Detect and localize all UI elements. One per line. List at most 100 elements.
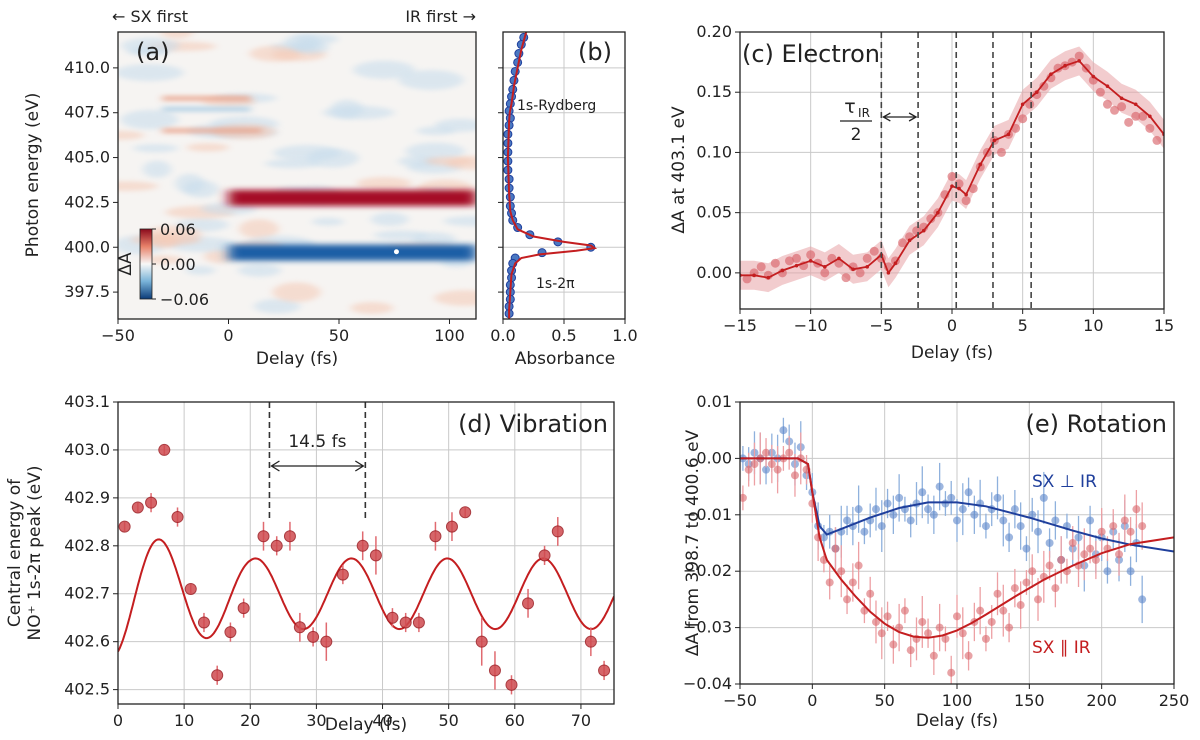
colorbar-tick-label-bot: −0.06 — [160, 290, 209, 309]
data-point — [900, 606, 909, 615]
panel-a-frame — [117, 31, 477, 320]
panel-d-frame — [117, 401, 615, 705]
data-point — [848, 578, 857, 587]
sx-first-label: ← SX first — [112, 7, 188, 26]
data-point — [1016, 522, 1025, 531]
data-point — [784, 256, 794, 266]
y-tick-label: 0.00 — [696, 448, 732, 467]
data-point — [1039, 81, 1049, 91]
data-point — [785, 448, 794, 457]
line-marker — [1077, 59, 1081, 63]
y-tick-label: 402.7 — [64, 584, 110, 603]
panel-b-plot — [503, 32, 598, 319]
data-point — [964, 488, 973, 497]
x-tick-label: 150 — [1014, 691, 1045, 710]
data-point — [999, 606, 1008, 615]
panel-a-axes: −50 0 50 100 397.5 400.0 402.5 405.0 407.5 410.0 — [64, 58, 465, 345]
data-point — [1103, 567, 1112, 576]
data-point — [1109, 522, 1118, 531]
y-tick-label: 0.15 — [696, 82, 732, 101]
x-tick-label: 15 — [1154, 316, 1174, 335]
panel-a-xlabel: Delay (fs) — [256, 349, 338, 369]
panel-d-ylabel-line1: Central energy of — [5, 478, 25, 627]
line-marker — [992, 138, 997, 143]
line-marker — [950, 184, 954, 188]
x-tick-label: 60 — [505, 711, 525, 730]
data-point — [522, 597, 535, 610]
data-point — [459, 506, 472, 519]
heatmap-noise-blob — [434, 290, 476, 306]
panel-e-ylabel: ΔA from 398.7 to 400.6 eV — [683, 429, 703, 656]
line-marker — [1006, 132, 1011, 137]
x-tick-label: 30 — [306, 711, 326, 730]
heatmap-noise-blob — [273, 145, 341, 161]
line-marker — [1148, 114, 1152, 119]
data-point — [1126, 527, 1135, 536]
data-point — [551, 525, 564, 538]
data-point — [819, 533, 828, 542]
panel-a: ← SX first IR first → (a) −50 0 50 100 397.5… — [23, 7, 477, 369]
data-point — [762, 465, 771, 474]
heatmap-noise-blob — [239, 219, 279, 239]
panel-c-title: (c) Electron — [742, 40, 880, 68]
absorbance-fit-line — [506, 32, 598, 319]
data-point — [171, 511, 184, 524]
ir-first-label: IR first → — [405, 7, 476, 26]
data-point — [1124, 117, 1134, 127]
data-point — [1074, 51, 1084, 61]
y-tick-label: 410.0 — [64, 58, 110, 77]
data-point — [1074, 533, 1083, 542]
heatmap-noise-blob — [142, 160, 172, 178]
data-point — [919, 222, 929, 232]
data-point — [1152, 135, 1162, 145]
data-point — [1138, 595, 1147, 604]
line-marker — [921, 228, 926, 233]
data-point — [866, 589, 875, 598]
tau-arrow-right-head — [908, 112, 918, 122]
rotation-fit-line — [740, 457, 1174, 639]
data-point — [898, 238, 908, 248]
data-point — [1022, 544, 1031, 553]
data-point — [1110, 105, 1120, 115]
heatmap-noise-blob — [118, 64, 184, 82]
heatmap-band-0 — [228, 189, 476, 206]
data-point — [953, 516, 961, 525]
heatmap-bright-spot — [393, 249, 399, 255]
data-point — [935, 482, 944, 491]
heatmap-noise-blob — [253, 298, 301, 314]
data-point — [883, 499, 892, 508]
data-point — [1022, 578, 1031, 587]
data-point — [767, 460, 776, 469]
data-point — [1057, 555, 1066, 564]
heatmap-noise-blob — [120, 109, 179, 130]
data-point — [790, 471, 799, 480]
data-point — [131, 501, 144, 514]
heatmap-noise-blob — [132, 144, 179, 153]
data-point — [211, 669, 224, 682]
data-point — [257, 530, 270, 543]
line-marker — [936, 210, 940, 215]
heatmap-noise-blob — [142, 255, 183, 264]
data-point — [475, 635, 488, 648]
heatmap-noise-blob — [264, 159, 321, 169]
data-point — [1005, 623, 1014, 632]
data-point — [538, 549, 551, 562]
x-tick-label: 250 — [1159, 691, 1190, 710]
y-tick-label: 402.6 — [64, 632, 110, 651]
heatmap-noise-blob — [294, 40, 329, 54]
data-point — [841, 273, 851, 283]
y-tick-label: 403.0 — [64, 440, 110, 459]
data-point — [929, 651, 938, 660]
data-point — [996, 147, 1006, 157]
data-point — [877, 522, 886, 531]
data-point — [1045, 561, 1054, 570]
line-marker — [957, 186, 961, 191]
data-point — [871, 505, 880, 514]
x-tick-label: 70 — [571, 711, 591, 730]
x-tick-label: 0 — [947, 316, 957, 335]
heatmap-noise-blob — [185, 265, 216, 275]
data-point — [584, 635, 597, 648]
heatmap-noise-blob — [311, 217, 344, 226]
heatmap-noise-blob — [331, 99, 363, 119]
data-point — [293, 621, 306, 634]
